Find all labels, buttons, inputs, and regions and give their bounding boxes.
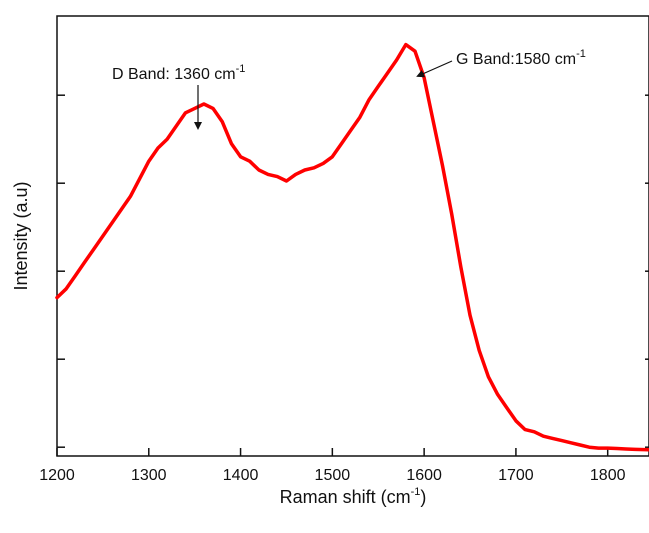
x-tick-label-1400: 1400	[223, 467, 259, 484]
annotation-g-band-label: G Band:1580 cm-1	[456, 48, 586, 68]
x-tick-label-1300: 1300	[131, 467, 167, 484]
annotation-g-band: G Band:1580 cm-1	[416, 48, 586, 78]
x-axis-label: Raman shift (cm-1)	[280, 486, 427, 507]
y-axis-ticks	[57, 94, 649, 448]
y-axis-label: Intensity (a.u)	[11, 181, 31, 290]
plot-frame	[56, 15, 649, 457]
x-tick-label-1700: 1700	[498, 467, 534, 484]
x-tick-label-1800: 1800	[590, 467, 626, 484]
x-tick-label-1500: 1500	[315, 467, 351, 484]
x-axis-ticks: 1200 1300 1400 1500 1600 1700 1800	[39, 448, 626, 484]
x-tick-label-1200: 1200	[39, 467, 75, 484]
annotation-d-band: D Band: 1360 cm-1	[112, 63, 245, 130]
annotation-d-band-label: D Band: 1360 cm-1	[112, 63, 245, 83]
annotation-g-band-arrow	[416, 60, 453, 78]
x-tick-label-1600: 1600	[406, 467, 442, 484]
series-line	[55, 42, 649, 452]
